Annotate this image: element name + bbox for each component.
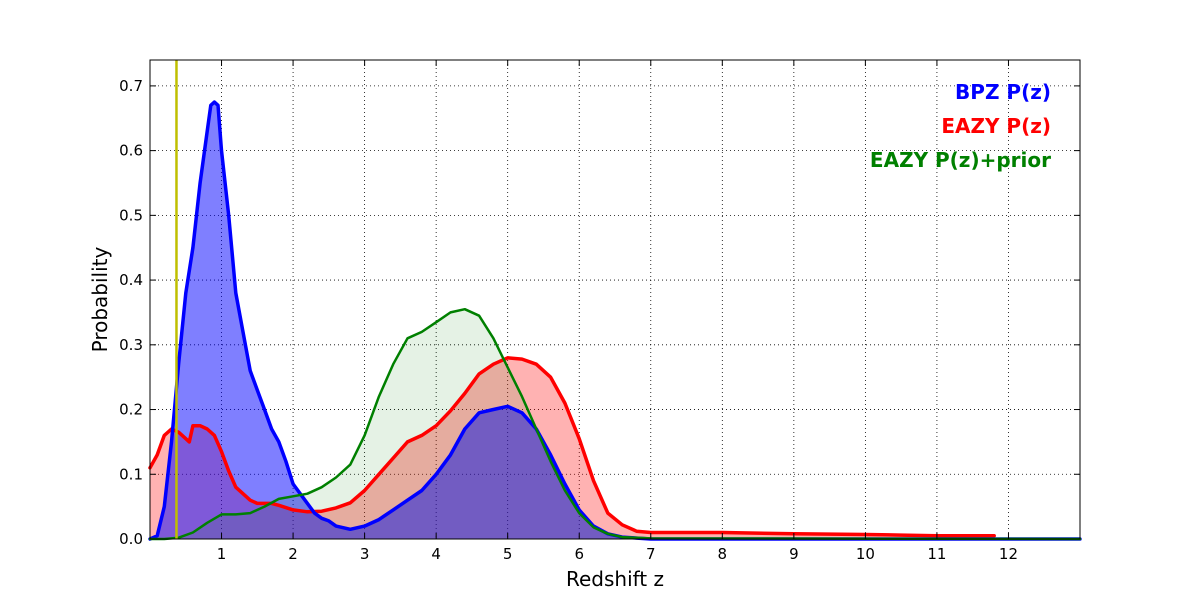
x-tick-label: 10 xyxy=(856,545,875,563)
series-line-bpz-p-z xyxy=(148,100,1082,541)
y-tick-label: 0.0 xyxy=(119,530,143,548)
x-tick-label: 9 xyxy=(789,545,799,563)
legend: BPZ P(z) EAZY P(z) EAZY P(z)+prior xyxy=(870,80,1051,172)
y-tick-label: 0.5 xyxy=(119,206,143,224)
x-tick-label: 6 xyxy=(574,545,584,563)
y-tick-label: 0.2 xyxy=(119,401,143,419)
x-tick-label: 5 xyxy=(503,545,513,563)
y-tick-label: 0.1 xyxy=(119,465,143,483)
plot-frame xyxy=(149,59,1081,540)
y-axis-ticks: 0.0 0.1 0.2 0.3 0.4 0.5 0.6 0.7 xyxy=(119,77,1080,548)
x-tick-label: 7 xyxy=(646,545,656,563)
series-line-eazy-p-z-prior xyxy=(148,307,1082,541)
series-lines xyxy=(148,100,1082,541)
y-axis-title: Probability xyxy=(88,246,112,352)
legend-entry-eazy: EAZY P(z) xyxy=(941,114,1051,138)
x-tick-label: 12 xyxy=(999,545,1018,563)
x-axis-ticks: 1 2 3 4 5 6 7 8 9 10 11 12 xyxy=(217,60,1018,563)
x-axis-title: Redshift z xyxy=(566,567,664,591)
legend-entry-eazy-prior: EAZY P(z)+prior xyxy=(870,148,1051,172)
y-tick-label: 0.6 xyxy=(119,142,143,160)
legend-entry-bpz: BPZ P(z) xyxy=(955,80,1051,104)
x-tick-label: 3 xyxy=(360,545,370,563)
x-tick-label: 4 xyxy=(431,545,441,563)
series-fill-eazy-p-z-prior xyxy=(150,309,1080,539)
y-tick-label: 0.4 xyxy=(119,271,143,289)
y-tick-label: 0.7 xyxy=(119,77,143,95)
x-tick-label: 8 xyxy=(718,545,728,563)
y-tick-label: 0.3 xyxy=(119,336,143,354)
x-tick-label: 1 xyxy=(217,545,227,563)
grid-lines xyxy=(150,60,1080,539)
x-tick-label: 11 xyxy=(927,545,946,563)
series-line-eazy-p-z xyxy=(148,356,996,538)
x-tick-label: 2 xyxy=(288,545,298,563)
